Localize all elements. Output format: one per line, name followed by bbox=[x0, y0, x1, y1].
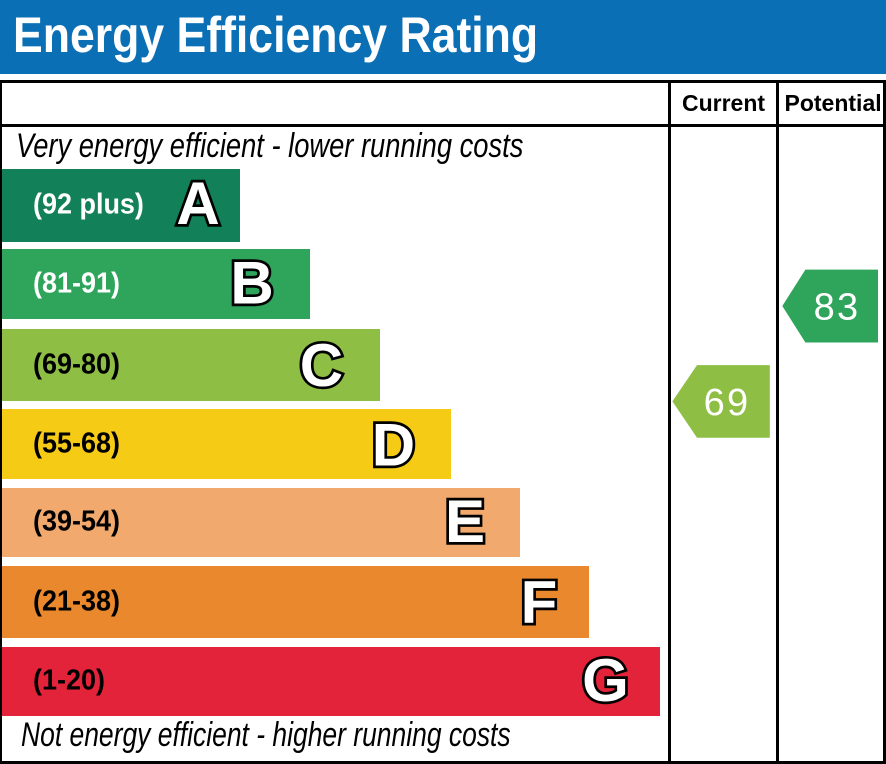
svg-text:F: F bbox=[521, 569, 558, 636]
svg-text:G: G bbox=[582, 647, 629, 714]
svg-text:D: D bbox=[372, 411, 415, 478]
svg-text:B: B bbox=[230, 249, 273, 316]
svg-text:E: E bbox=[445, 488, 485, 555]
svg-text:69: 69 bbox=[704, 382, 751, 424]
svg-text:83: 83 bbox=[814, 287, 861, 329]
svg-text:A: A bbox=[176, 170, 219, 237]
svg-text:C: C bbox=[300, 332, 343, 399]
